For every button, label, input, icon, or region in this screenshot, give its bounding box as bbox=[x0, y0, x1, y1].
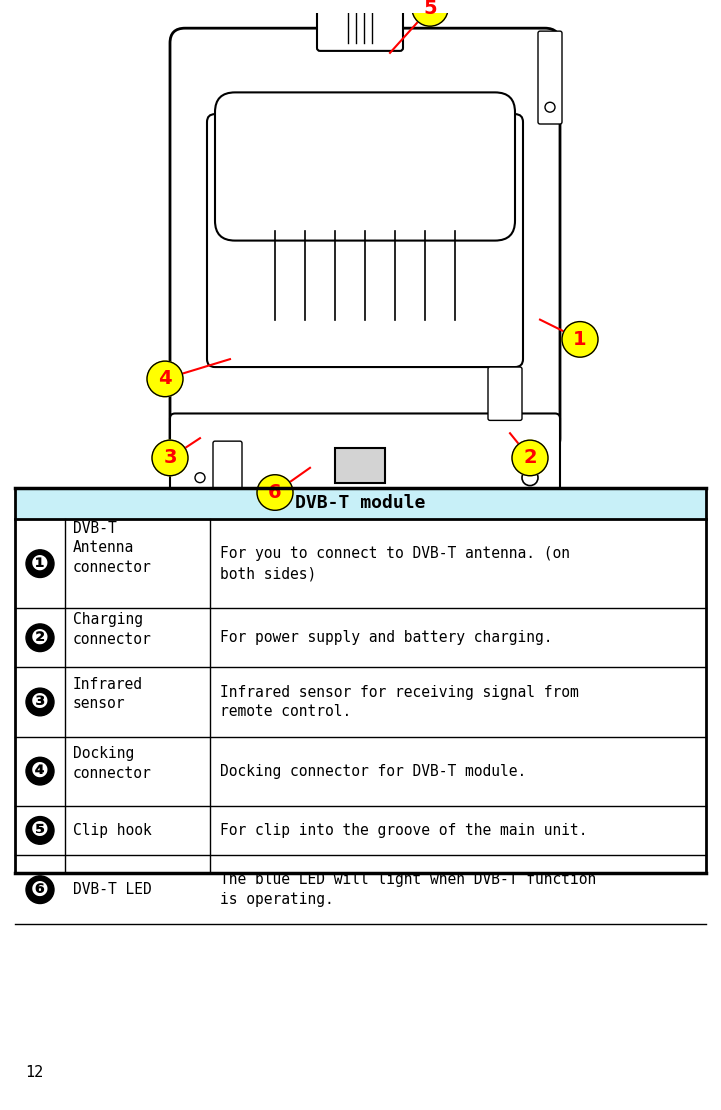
Text: 5: 5 bbox=[423, 0, 437, 18]
Text: ❻: ❻ bbox=[31, 880, 49, 900]
Circle shape bbox=[152, 441, 188, 476]
Text: Infrared sensor for receiving signal from
remote control.: Infrared sensor for receiving signal fro… bbox=[220, 685, 579, 719]
Text: ❷: ❷ bbox=[31, 628, 49, 648]
Text: DVB-T LED: DVB-T LED bbox=[73, 882, 151, 897]
Circle shape bbox=[26, 817, 54, 845]
Circle shape bbox=[522, 470, 538, 485]
Circle shape bbox=[26, 549, 54, 577]
Circle shape bbox=[195, 473, 205, 483]
FancyBboxPatch shape bbox=[15, 487, 706, 519]
Text: Docking connector for DVB-T module.: Docking connector for DVB-T module. bbox=[220, 764, 526, 778]
Text: 1: 1 bbox=[573, 330, 587, 349]
Circle shape bbox=[26, 688, 54, 716]
Text: Infrared
sensor: Infrared sensor bbox=[73, 677, 143, 712]
FancyBboxPatch shape bbox=[207, 114, 523, 367]
Text: For you to connect to DVB-T antenna. (on
both sides): For you to connect to DVB-T antenna. (on… bbox=[220, 546, 570, 581]
Circle shape bbox=[545, 102, 555, 112]
Circle shape bbox=[257, 475, 293, 511]
FancyBboxPatch shape bbox=[213, 441, 242, 490]
Text: Docking
connector: Docking connector bbox=[73, 746, 151, 780]
Circle shape bbox=[562, 322, 598, 357]
Text: For clip into the groove of the main unit.: For clip into the groove of the main uni… bbox=[220, 823, 588, 838]
FancyBboxPatch shape bbox=[488, 367, 522, 421]
FancyBboxPatch shape bbox=[335, 448, 385, 483]
Text: The blue LED will light when DVB-T function
is operating.: The blue LED will light when DVB-T funct… bbox=[220, 872, 596, 907]
Text: 4: 4 bbox=[158, 370, 172, 388]
FancyBboxPatch shape bbox=[215, 92, 515, 241]
FancyBboxPatch shape bbox=[317, 0, 403, 51]
Text: 6: 6 bbox=[268, 483, 282, 502]
Circle shape bbox=[412, 0, 448, 27]
Circle shape bbox=[26, 757, 54, 785]
FancyBboxPatch shape bbox=[170, 414, 560, 503]
Circle shape bbox=[147, 361, 183, 396]
Text: For power supply and battery charging.: For power supply and battery charging. bbox=[220, 630, 552, 645]
Circle shape bbox=[512, 441, 548, 476]
Text: Clip hook: Clip hook bbox=[73, 823, 151, 838]
Circle shape bbox=[26, 876, 54, 904]
Text: 12: 12 bbox=[25, 1066, 43, 1080]
Text: 2: 2 bbox=[523, 448, 537, 467]
Text: 3: 3 bbox=[163, 448, 177, 467]
Circle shape bbox=[26, 624, 54, 652]
Text: ❶: ❶ bbox=[31, 554, 49, 574]
Text: DVB-T
Antenna
connector: DVB-T Antenna connector bbox=[73, 521, 151, 575]
Text: ❹: ❹ bbox=[31, 761, 49, 781]
FancyBboxPatch shape bbox=[170, 28, 560, 453]
FancyBboxPatch shape bbox=[538, 31, 562, 124]
Text: ❺: ❺ bbox=[31, 820, 49, 840]
Text: Charging
connector: Charging connector bbox=[73, 613, 151, 647]
Text: ❸: ❸ bbox=[31, 692, 49, 712]
Text: DVB-T module: DVB-T module bbox=[296, 494, 425, 513]
